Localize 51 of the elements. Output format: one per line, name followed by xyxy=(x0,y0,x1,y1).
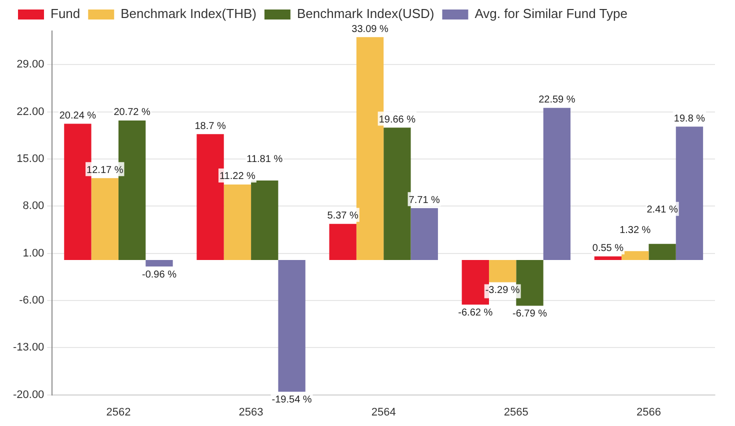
bar xyxy=(648,244,676,260)
data-label: 22.59 % xyxy=(538,94,576,106)
y-tick-label: -20.00 xyxy=(12,388,44,401)
data-label: 1.32 % xyxy=(620,224,651,236)
legend-label: Benchmark Index(USD) xyxy=(296,6,434,22)
data-label: 7.71 % xyxy=(408,194,440,206)
bar xyxy=(146,260,173,267)
data-label: 33.09 % xyxy=(352,24,388,35)
legend-label: Benchmark Index(THB) xyxy=(120,6,256,22)
bar xyxy=(278,260,306,392)
bar xyxy=(91,178,118,260)
data-label: 2.41 % xyxy=(646,204,678,216)
data-label: 19.8 % xyxy=(674,113,706,124)
data-label: 12.17 % xyxy=(86,164,124,176)
y-tick-label: 29.00 xyxy=(16,58,44,71)
data-label: -6.62 % xyxy=(458,307,493,318)
y-tick-label: 15.00 xyxy=(16,153,44,166)
x-tick-label: 2564 xyxy=(371,406,396,418)
data-label: 18.7 % xyxy=(194,120,226,132)
bar xyxy=(329,224,356,260)
x-tick-label: 2566 xyxy=(636,406,661,418)
legend-label: Fund xyxy=(50,6,80,22)
bar xyxy=(224,184,252,260)
bar xyxy=(251,180,278,260)
y-tick-label: -13.00 xyxy=(12,342,44,354)
y-tick-label: 22.00 xyxy=(16,106,44,118)
data-label: -6.79 % xyxy=(512,308,548,320)
bar xyxy=(594,256,622,260)
data-label: 19.66 % xyxy=(378,114,416,126)
bar xyxy=(676,126,704,260)
data-label: 11.81 % xyxy=(246,154,283,166)
data-label: -3.29 % xyxy=(485,284,520,296)
x-tick-label: 2563 xyxy=(238,406,264,418)
data-label: 20.24 % xyxy=(59,110,96,122)
x-tick-label: 2565 xyxy=(504,406,528,418)
data-label: 20.72 % xyxy=(114,107,151,118)
y-tick-label: 1.00 xyxy=(22,247,44,260)
data-label: 11.22 % xyxy=(219,171,256,182)
bar xyxy=(410,208,438,260)
data-label: 0.55 % xyxy=(592,243,624,254)
bar xyxy=(622,251,649,260)
data-label: -0.96 % xyxy=(142,269,177,280)
x-tick-label: 2562 xyxy=(106,406,131,418)
bar xyxy=(384,128,411,260)
legend-label: Avg. for Similar Fund Type xyxy=(474,6,628,22)
bar xyxy=(543,108,571,260)
data-label: -19.54 % xyxy=(272,394,312,406)
data-label: 5.37 % xyxy=(327,210,359,222)
y-tick-label: -6.00 xyxy=(19,294,44,307)
y-tick-label: 8.00 xyxy=(22,200,44,212)
bar xyxy=(488,260,516,282)
